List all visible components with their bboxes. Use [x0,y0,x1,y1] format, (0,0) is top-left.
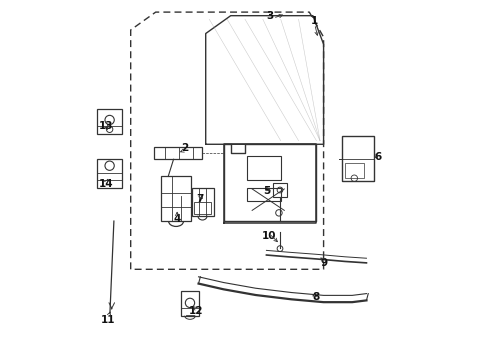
Text: 13: 13 [99,121,114,131]
Text: 6: 6 [374,152,382,162]
Bar [345,163,364,178]
Text: 7: 7 [196,194,204,203]
Text: 9: 9 [321,258,328,268]
Bar [273,183,287,197]
Bar [342,136,373,181]
Bar [161,176,192,221]
Bar [97,109,122,134]
Bar [192,188,214,216]
Bar [97,158,122,188]
Bar [247,156,281,180]
Text: 4: 4 [173,214,181,224]
Bar [247,188,281,202]
Bar [154,147,202,159]
Bar [181,292,199,316]
Text: 11: 11 [101,315,116,325]
Text: 2: 2 [181,143,188,153]
Bar [342,158,373,181]
Text: 8: 8 [313,292,320,302]
Text: 1: 1 [311,16,318,26]
Text: 14: 14 [99,179,114,189]
Text: 3: 3 [267,11,273,21]
Bar [194,202,211,213]
Text: 10: 10 [262,231,276,242]
Text: 5: 5 [263,186,270,197]
Text: 12: 12 [189,306,203,316]
